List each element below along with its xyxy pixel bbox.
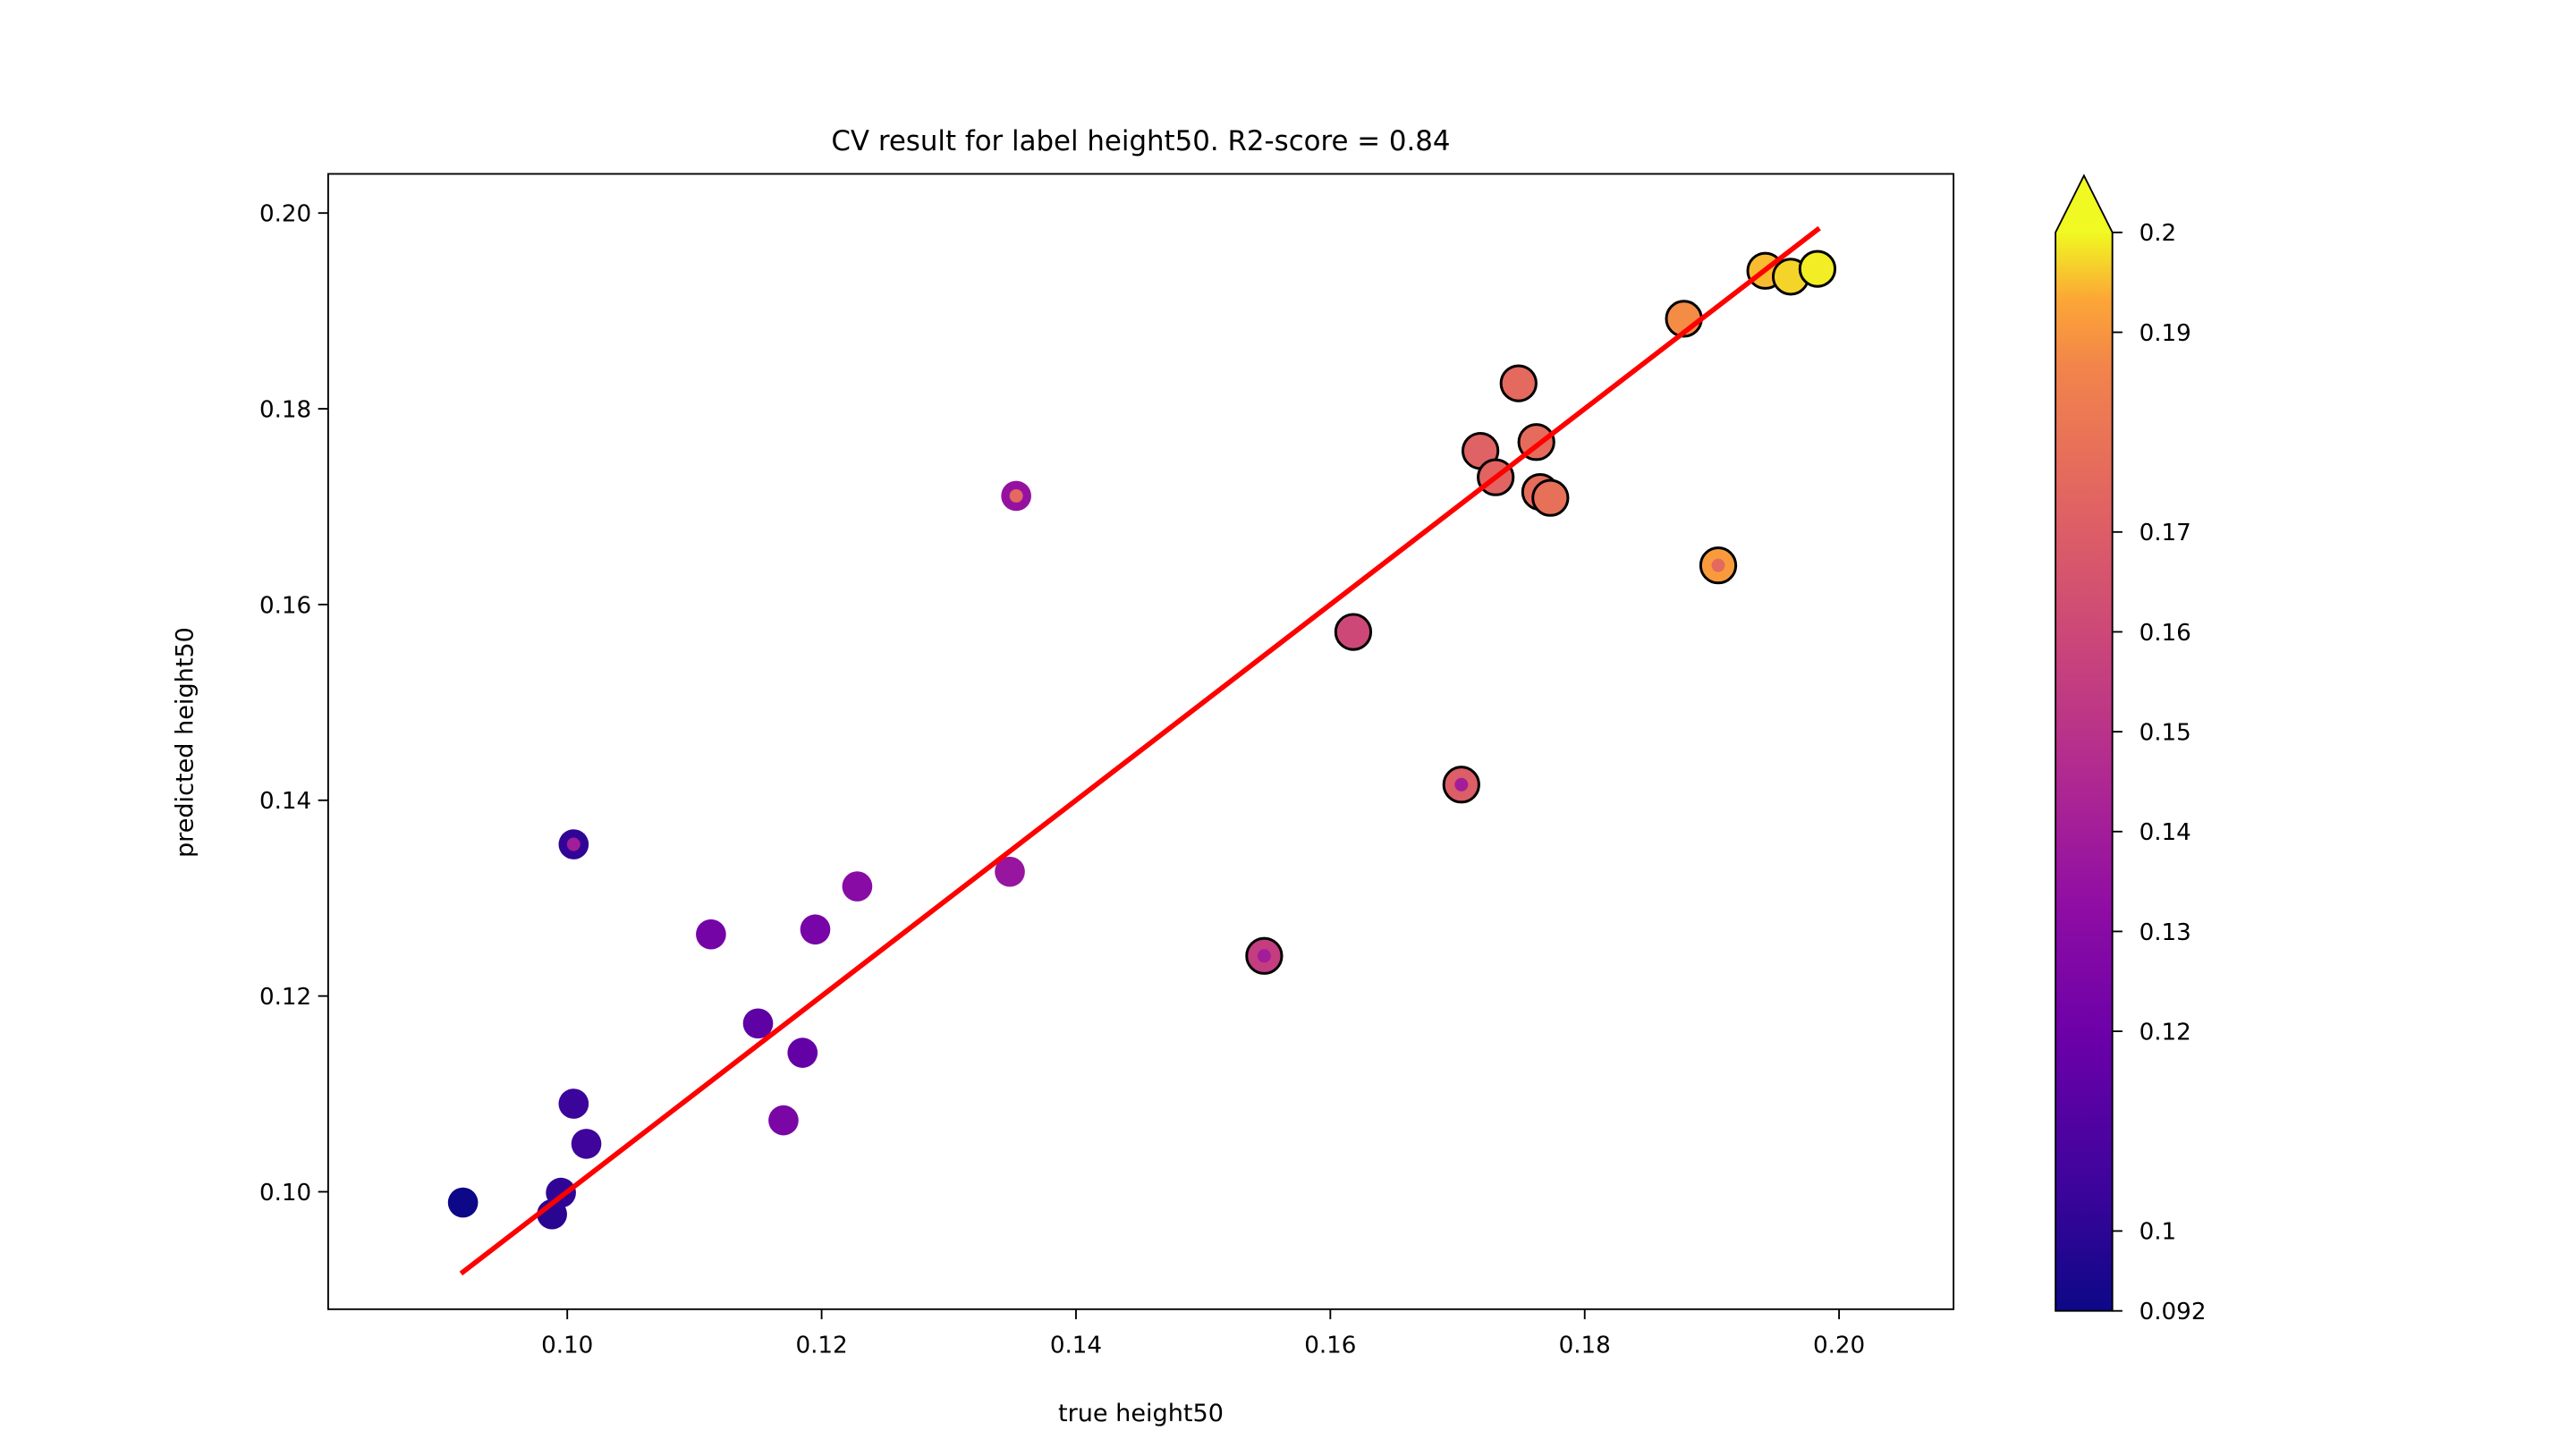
x-tick-label: 0.10	[541, 1332, 593, 1359]
data-point	[558, 1088, 589, 1119]
data-point-inner	[1009, 488, 1023, 503]
x-axis-label: true height50	[1058, 1400, 1224, 1427]
data-point	[995, 856, 1025, 887]
x-tick-label: 0.18	[1559, 1332, 1611, 1359]
colorbar-gradient	[2055, 232, 2113, 1311]
data-point	[1499, 364, 1538, 402]
colorbar-tick-label: 0.16	[2140, 620, 2191, 647]
x-tick-label: 0.12	[795, 1332, 847, 1359]
x-axis: 0.10 0.12 0.14 0.16 0.18 0.20	[541, 1308, 1865, 1359]
colorbar-tick-label: 0.14	[2140, 819, 2191, 846]
data-point	[742, 1008, 774, 1039]
data-point-inner	[1711, 558, 1725, 572]
data-point-inner	[1257, 949, 1271, 963]
colorbar-extend-arrow	[2055, 175, 2113, 233]
y-tick-label: 0.10	[259, 1180, 311, 1207]
colorbar-tick-label: 0.12	[2140, 1019, 2191, 1046]
colorbar-tick-label: 0.092	[2140, 1299, 2207, 1325]
y-tick-label: 0.20	[259, 201, 311, 228]
colorbar-tick-label: 0.1	[2140, 1219, 2177, 1246]
data-point	[768, 1105, 799, 1136]
colorbar-tick-label: 0.2	[2140, 220, 2177, 247]
y-axis: 0.10 0.12 0.14 0.16 0.18 0.20	[259, 201, 328, 1207]
colorbar-tick-label: 0.15	[2140, 719, 2191, 746]
plot-frame	[326, 173, 1955, 1310]
x-tick-label: 0.16	[1304, 1332, 1356, 1359]
data-point-inner	[566, 837, 580, 851]
data-point	[842, 871, 873, 902]
colorbar-ticks: 0.092 0.1 0.12 0.13 0.14 0.15 0.16 0.17 0.19 0.2	[2112, 220, 2207, 1325]
colorbar: 0.092 0.1 0.12 0.13 0.14 0.15 0.16 0.17 0.19 0.2	[2055, 174, 2207, 1325]
x-tick-label: 0.14	[1050, 1332, 1102, 1359]
data-point	[787, 1037, 818, 1068]
data-point	[800, 914, 831, 945]
data-point	[1531, 478, 1570, 517]
y-axis-label: predicted height50	[171, 627, 199, 858]
x-tick-label: 0.20	[1813, 1332, 1865, 1359]
y-tick-label: 0.14	[259, 788, 311, 815]
data-point	[1334, 613, 1373, 651]
data-point	[447, 1187, 479, 1218]
y-tick-label: 0.12	[259, 984, 311, 1011]
colorbar-tick-label: 0.17	[2140, 520, 2191, 546]
fit-line	[459, 225, 1821, 1276]
data-point	[1798, 250, 1837, 288]
data-point	[571, 1129, 602, 1159]
y-tick-label: 0.16	[259, 592, 311, 619]
colorbar-outline	[2055, 174, 2114, 1312]
colorbar-tick-label: 0.19	[2140, 320, 2191, 347]
chart-title: CV result for label height50. R2-score =…	[831, 125, 1450, 157]
scatter-points	[447, 250, 1837, 1230]
y-tick-label: 0.18	[259, 396, 311, 423]
data-point	[696, 919, 726, 950]
colorbar-tick-label: 0.13	[2140, 919, 2191, 946]
data-point-inner	[1454, 777, 1469, 792]
